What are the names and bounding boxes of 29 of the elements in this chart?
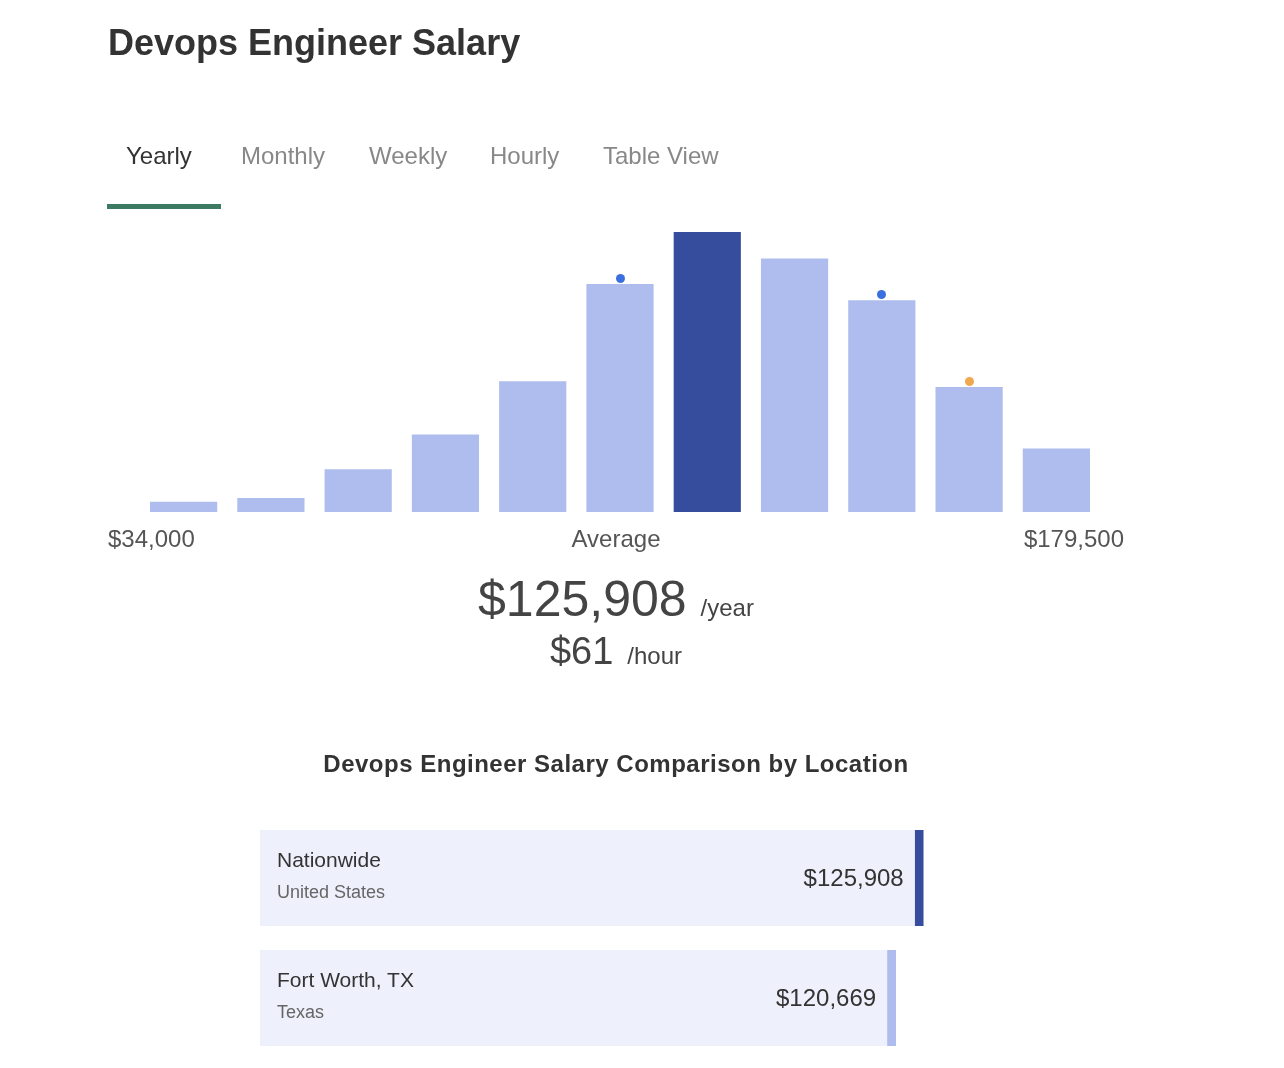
chart-title: Devops Engineer Salary Comparison by Location xyxy=(322,750,910,778)
bar xyxy=(586,284,654,512)
text: $34,000 xyxy=(108,525,195,553)
text: /hour xyxy=(627,642,683,669)
text: /year xyxy=(700,594,754,621)
bar xyxy=(673,232,741,512)
text: Table View xyxy=(603,142,719,170)
text: $61 xyxy=(549,630,614,672)
data-label: $125,908 xyxy=(803,863,904,891)
text: Weekly xyxy=(369,142,448,170)
text: Monthly xyxy=(241,142,326,170)
text: Yearly xyxy=(126,142,192,170)
bar xyxy=(237,498,305,512)
bar xyxy=(848,300,916,512)
bar xyxy=(935,387,1003,512)
bar xyxy=(411,434,480,512)
text: Average xyxy=(570,525,662,553)
text: $125,908 xyxy=(478,571,687,627)
text: Hourly xyxy=(490,142,560,170)
category-label: Fort Worth, TX Texas xyxy=(277,967,414,1022)
bar xyxy=(760,258,829,512)
bar xyxy=(150,501,218,512)
chart-title: Devops Engineer Salary xyxy=(108,22,521,64)
bar xyxy=(324,469,392,512)
text: $179,500 xyxy=(1022,525,1124,553)
bar xyxy=(499,381,567,512)
bar xyxy=(1022,448,1090,512)
category-label: Nationwide United States xyxy=(277,847,386,902)
data-label: $120,669 xyxy=(775,983,877,1011)
